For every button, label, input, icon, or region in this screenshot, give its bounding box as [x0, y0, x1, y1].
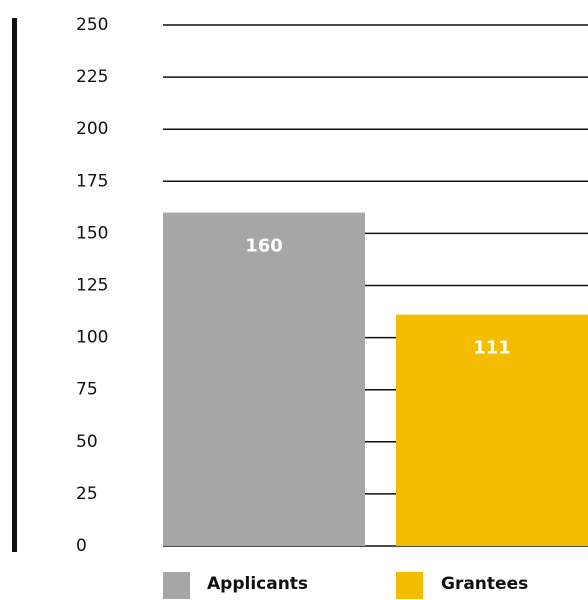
data-label: 111	[473, 338, 511, 359]
y-tick-label: 50	[76, 432, 98, 452]
y-tick-label: 200	[76, 119, 108, 139]
legend-swatch	[163, 572, 190, 599]
legend-label: Applicants	[207, 574, 308, 594]
y-tick-label: 0	[76, 536, 87, 556]
bar	[163, 212, 365, 546]
y-tick-label: 75	[76, 380, 98, 400]
bar	[396, 314, 588, 546]
data-label: 160	[245, 236, 283, 257]
y-tick-label: 250	[76, 15, 108, 35]
y-tick-label: 125	[76, 276, 108, 296]
y-tick-label: 25	[76, 484, 98, 504]
axis-bar	[12, 18, 17, 552]
y-tick-label: 175	[76, 171, 108, 191]
y-tick-label: 225	[76, 67, 108, 87]
legend-swatch	[396, 572, 423, 599]
y-tick-label: 100	[76, 328, 108, 348]
legend-label: Grantees	[441, 574, 528, 594]
y-tick-label: 150	[76, 223, 108, 243]
